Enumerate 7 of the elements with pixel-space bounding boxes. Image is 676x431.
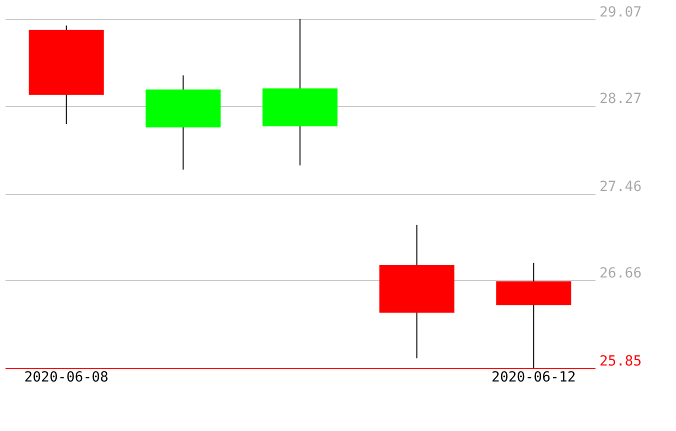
x-tick-label: 2020-06-12 (492, 370, 576, 386)
x-tick-label: 2020-06-08 (24, 370, 108, 386)
y-tick-label: 29.07 (600, 4, 642, 20)
y-tick-label: 28.27 (600, 91, 642, 108)
y-tick-label: 25.85 (600, 354, 642, 370)
y-tick-label: 27.46 (600, 179, 642, 195)
y-tick-label: 26.66 (600, 266, 642, 282)
